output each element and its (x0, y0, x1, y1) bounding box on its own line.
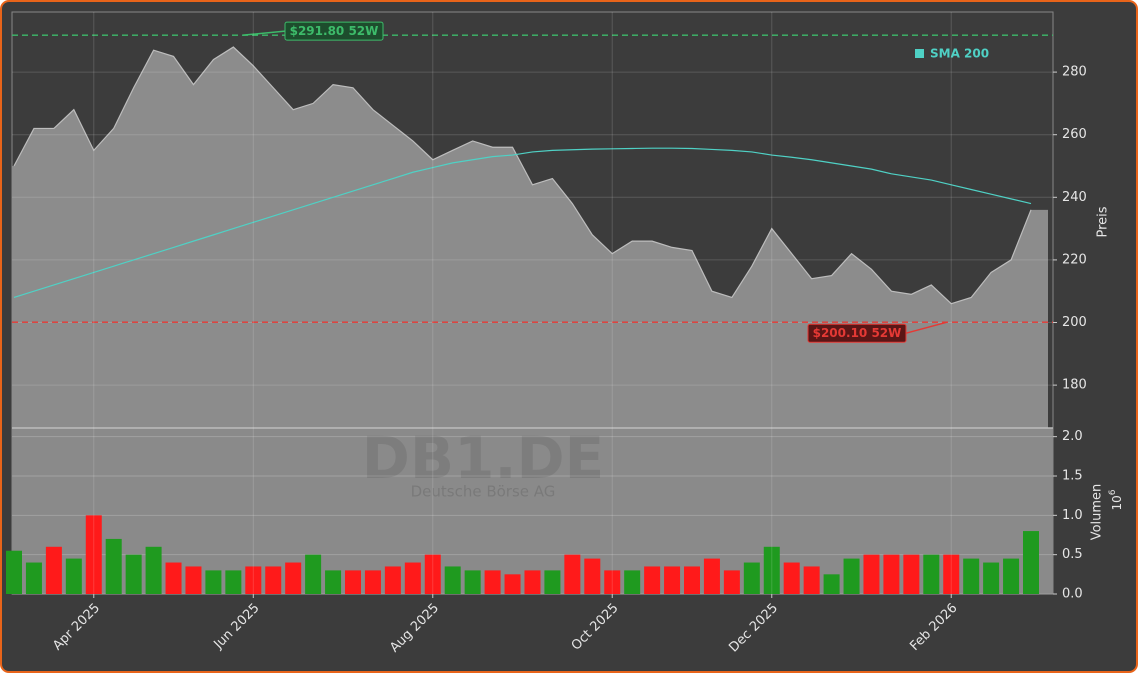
annotation-arrow (905, 321, 948, 334)
volume-bar (1023, 531, 1039, 594)
y-tick-label: 2.0 (1062, 429, 1083, 444)
volume-bar (6, 550, 22, 594)
annotation-box (807, 323, 907, 343)
y-tick-label: 180 (1062, 378, 1087, 393)
volume-bar (783, 562, 800, 594)
watermark: Deutsche Börse AG (411, 483, 556, 501)
y-tick-label: 0.5 (1062, 547, 1083, 562)
volume-bar (325, 570, 342, 594)
annotation-label: $291.80 52W (290, 24, 379, 38)
volume-bar (823, 574, 840, 594)
volume-bar (943, 554, 960, 594)
volume-bar (404, 562, 421, 594)
sma-line (13, 147, 1032, 299)
volume-bar (424, 554, 441, 594)
volume-bar (125, 554, 142, 594)
y-tick-label: 200 (1062, 315, 1087, 330)
volume-bar (644, 566, 661, 594)
volume-bar (225, 570, 242, 594)
volume-bar (743, 562, 760, 594)
y-tick-label: 260 (1062, 127, 1087, 142)
unit-base: 10 (1110, 495, 1124, 510)
volume-bar (265, 566, 282, 594)
y-tick-label: 1.5 (1062, 468, 1083, 483)
volume-bar (165, 562, 182, 594)
volume-bar (45, 546, 62, 594)
volume-bar (524, 570, 541, 594)
annotation-label: $200.10 52W (813, 326, 902, 340)
volume-bar (205, 570, 222, 594)
watermark: DB1.DE (362, 424, 605, 492)
y-axis-unit: 106 (1108, 489, 1124, 510)
volume-bar (624, 570, 641, 594)
volume-bar (703, 558, 720, 594)
volume-bar (903, 554, 920, 594)
volume-bar (464, 570, 481, 594)
legend-label: SMA 200 (930, 47, 989, 61)
y-tick-label: 0.0 (1062, 587, 1083, 602)
volume-bar (364, 570, 381, 594)
volume-bar (345, 570, 361, 594)
legend-swatch (915, 49, 924, 58)
volume-bar (863, 554, 880, 594)
volume-bar (484, 570, 501, 594)
volume-bar (684, 566, 700, 594)
volume-bar (25, 562, 42, 594)
y-axis-label: Preis (1096, 206, 1111, 237)
volume-bar (504, 574, 521, 594)
volume-bar (604, 570, 621, 594)
volume-bar (305, 554, 322, 594)
unit-exponent: 6 (1108, 489, 1118, 495)
volume-bar (723, 570, 740, 594)
volume-bar (444, 566, 461, 594)
volume-bar (664, 566, 681, 594)
volume-bar (105, 538, 122, 594)
volume-bar (584, 558, 601, 594)
volume-bar (763, 546, 780, 594)
y-tick-label: 240 (1062, 190, 1087, 205)
volume-bar (185, 566, 202, 594)
annotation-arrow (242, 30, 286, 36)
volume-bar (285, 562, 302, 594)
y-tick-label: 280 (1062, 65, 1087, 80)
volume-bar (883, 554, 900, 594)
volume-bar (85, 515, 102, 594)
volume-bar (963, 558, 980, 594)
volume-bar (245, 566, 262, 594)
y-tick-label: 220 (1062, 252, 1087, 267)
y-tick-label: 1.0 (1062, 508, 1083, 523)
annotation-box (284, 21, 384, 41)
volume-bar (384, 566, 401, 594)
volume-bar (923, 554, 940, 594)
volume-bar (544, 570, 561, 594)
volume-bar (1003, 558, 1020, 594)
volume-panel (12, 428, 1053, 594)
volume-bar (843, 558, 860, 594)
volume-bar (564, 554, 581, 594)
price-line (13, 46, 1032, 305)
volume-bar (983, 562, 1000, 594)
volume-bar (145, 546, 162, 594)
volume-bar (65, 558, 82, 594)
volume-bar (803, 566, 820, 594)
price-area (12, 47, 1048, 429)
y-axis-label: Volumen (1090, 484, 1105, 541)
